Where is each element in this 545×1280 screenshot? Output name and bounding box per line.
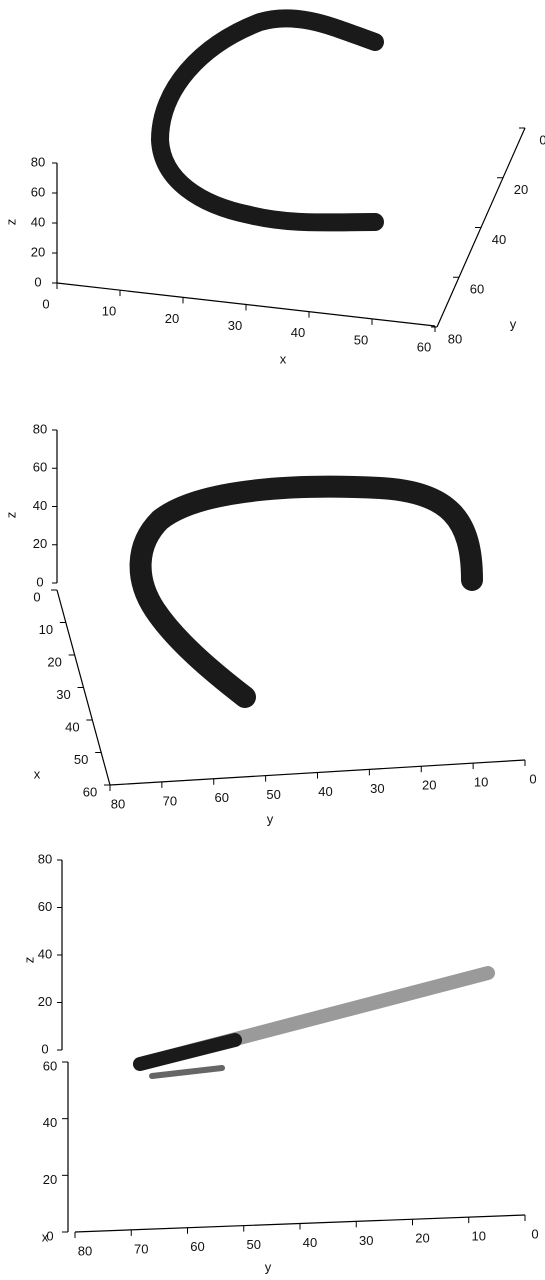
x-axis-label: x [34, 766, 41, 781]
x-tick-label: 40 [43, 1115, 57, 1130]
z-tick-label: 20 [33, 536, 47, 551]
x-axis-label: x [42, 1229, 49, 1244]
z-tick-label: 0 [34, 274, 41, 289]
z-tick-label: 40 [31, 214, 45, 229]
x-tick-label: 0 [42, 296, 49, 311]
x-tick-label: 60 [43, 1058, 57, 1073]
shape [149, 1065, 225, 1079]
x-tick-label: 30 [228, 318, 242, 333]
z-tick-label: 80 [38, 851, 52, 866]
y-tick-label: 10 [472, 1229, 486, 1244]
y-tick-label: 80 [78, 1243, 92, 1258]
z-axis-label: z [3, 512, 18, 519]
y-tick-label: 20 [422, 778, 436, 793]
z-tick-label: 60 [31, 184, 45, 199]
z-tick-label: 80 [33, 421, 47, 436]
z-axis-label: z [3, 219, 18, 226]
y-tick-label: 0 [529, 771, 536, 786]
y-tick-label: 70 [163, 793, 177, 808]
y-tick-label: 0 [531, 1226, 538, 1241]
y-tick-label: 80 [448, 331, 462, 346]
y-tick-label: 20 [415, 1231, 429, 1246]
x-tick-label: 60 [417, 339, 431, 354]
y-axis-label: y [510, 316, 517, 331]
z-tick-label: 20 [31, 244, 45, 259]
z-axis-label: z [21, 957, 36, 964]
z-tick-label: 0 [36, 574, 43, 589]
x-tick-label: 0 [46, 1228, 53, 1243]
y-tick-label: 60 [470, 282, 484, 297]
y-tick-label: 20 [514, 182, 528, 197]
z-tick-label: 60 [38, 899, 52, 914]
y-tick-label: 50 [266, 787, 280, 802]
x-tick-label: 0 [33, 589, 40, 604]
z-tick-label: 0 [41, 1041, 48, 1056]
y-tick-label: 80 [111, 796, 125, 811]
x-tick-label: 50 [74, 752, 88, 767]
y-axis-label: y [265, 1259, 272, 1274]
y-tick-label: 60 [190, 1239, 204, 1254]
x-tick-label: 60 [83, 784, 97, 799]
x-tick-label: 20 [165, 311, 179, 326]
y-tick-label: 60 [215, 790, 229, 805]
y-tick-label: 30 [359, 1233, 373, 1248]
y-tick-label: 30 [370, 781, 384, 796]
x-tick-label: 20 [47, 654, 61, 669]
z-tick-label: 20 [38, 994, 52, 1009]
x-tick-label: 10 [102, 304, 116, 319]
z-tick-label: 40 [38, 946, 52, 961]
x-tick-label: 40 [65, 719, 79, 734]
x-tick-label: 20 [43, 1172, 57, 1187]
shape [129, 475, 483, 708]
y-axis-label: y [267, 811, 274, 826]
y-tick-label: 40 [303, 1235, 317, 1250]
y-tick-label: 10 [474, 775, 488, 790]
y-tick-label: 50 [247, 1237, 261, 1252]
z-tick-label: 40 [33, 498, 47, 513]
x-axis-label: x [280, 351, 287, 366]
x-tick-label: 50 [354, 332, 368, 347]
z-tick-label: 60 [33, 460, 47, 475]
shape [133, 1033, 242, 1071]
y-tick-label: 40 [318, 784, 332, 799]
z-tick-label: 80 [31, 154, 45, 169]
x-tick-label: 10 [39, 622, 53, 637]
y-tick-label: 0 [539, 132, 545, 147]
y-tick-label: 40 [492, 232, 506, 247]
shape [150, 9, 384, 232]
y-tick-label: 70 [134, 1241, 148, 1256]
x-tick-label: 40 [291, 325, 305, 340]
x-tick-label: 30 [56, 687, 70, 702]
